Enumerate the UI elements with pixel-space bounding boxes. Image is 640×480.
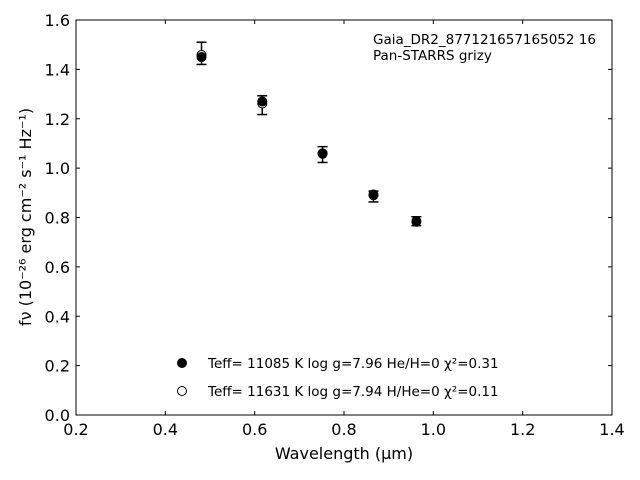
x-tick-label: 0.6 [242,420,267,439]
legend-open-marker [177,386,187,396]
legend-filled-text: Teff= 11085 K log g=7.96 He/H=0 χ²=0.31 [207,356,499,372]
y-tick-label: 0.4 [45,307,70,326]
y-tick-label: 1.0 [45,159,70,178]
gaia-id-annotation: Gaia_DR2_877121657165052 16 [373,32,596,48]
tick-labels: 0.2 0.4 0.6 0.8 1.0 1.2 1.40.00.20.40.60.81.01… [45,11,625,439]
x-tick-label: 1.0 [421,420,446,439]
x-tick-label: 0.8 [331,420,356,439]
y-axis-label: fν (10⁻²⁶ erg cm⁻² s⁻¹ Hz⁻¹) [16,108,35,326]
y-tick-label: 0.8 [45,209,70,228]
model-point-filled [257,96,268,107]
legend-open-text: Teff= 11631 K log g=7.94 H/He=0 χ²=0.11 [207,384,499,400]
model-points-filled [196,52,422,227]
legend-filled-marker [177,358,187,368]
survey-annotation: Pan-STARRS grizy [373,48,492,64]
legend: Teff= 11085 K log g=7.96 He/H=0 χ²=0.31 … [177,356,499,400]
model-points-open [196,50,422,227]
x-tick-label: 1.2 [510,420,535,439]
y-tick-label: 1.4 [45,60,70,79]
model-point-filled [368,189,379,200]
y-tick-label: 1.2 [45,110,70,129]
model-point-filled [411,216,422,227]
x-axis-label: Wavelength (μm) [275,444,413,463]
model-point-filled [317,148,328,159]
model-point-filled [196,52,207,63]
y-tick-label: 0.6 [45,258,70,277]
x-tick-label: 0.4 [153,420,178,439]
y-tick-label: 0.0 [45,406,70,425]
x-tick-label: 1.4 [599,420,624,439]
x-tick-label: 0.2 [63,420,88,439]
error-bars [196,41,422,227]
axis-ticks [75,19,613,416]
y-tick-label: 0.2 [45,357,70,376]
y-tick-label: 1.6 [45,11,70,30]
